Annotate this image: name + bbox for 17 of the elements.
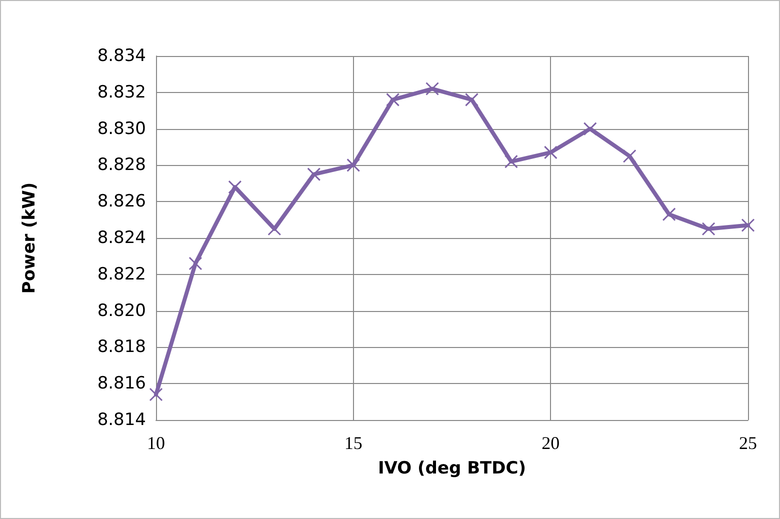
y-tick-label: 8.828 [97, 155, 146, 176]
x-tick-label: 15 [344, 433, 362, 453]
x-axis-title: IVO (deg BTDC) [378, 458, 526, 478]
y-tick-label: 8.830 [97, 118, 146, 139]
x-tick-label: 10 [147, 433, 165, 453]
y-tick-label: 8.834 [97, 46, 146, 66]
y-tick-label: 8.818 [97, 337, 146, 358]
y-tick-label: 8.824 [97, 228, 146, 248]
y-tick-label: 8.820 [97, 300, 146, 321]
y-axis-title: Power (kW) [20, 182, 40, 294]
y-tick-label: 8.826 [97, 192, 146, 212]
y-tick-label: 8.832 [97, 82, 146, 102]
x-tick-label: 20 [542, 433, 560, 453]
y-tick-label: 8.814 [97, 410, 146, 430]
y-tick-label: 8.822 [97, 264, 146, 284]
y-tick-label: 8.816 [97, 374, 146, 394]
x-tick-label: 25 [739, 433, 757, 453]
